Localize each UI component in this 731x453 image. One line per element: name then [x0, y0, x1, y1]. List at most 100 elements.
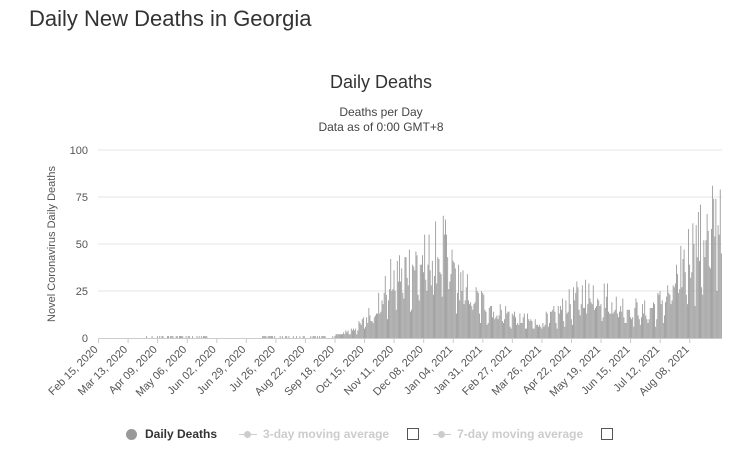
bar[interactable]	[415, 251, 417, 338]
bar[interactable]	[296, 336, 298, 338]
bar[interactable]	[649, 307, 651, 338]
bar[interactable]	[599, 306, 601, 338]
bar[interactable]	[670, 304, 672, 338]
bar[interactable]	[696, 257, 698, 338]
bar[interactable]	[365, 326, 366, 338]
bar[interactable]	[459, 300, 461, 338]
bar[interactable]	[440, 274, 442, 338]
bar[interactable]	[370, 321, 372, 338]
bar[interactable]	[349, 334, 351, 338]
bar[interactable]	[192, 336, 194, 338]
bar[interactable]	[546, 313, 548, 338]
bar[interactable]	[683, 249, 685, 338]
bar[interactable]	[713, 198, 715, 338]
bar[interactable]	[176, 336, 178, 338]
bar[interactable]	[353, 328, 354, 338]
bar[interactable]	[172, 336, 174, 338]
bar[interactable]	[622, 298, 624, 338]
bar[interactable]	[564, 326, 566, 338]
bar[interactable]	[388, 300, 389, 338]
bar[interactable]	[505, 306, 507, 338]
bar[interactable]	[354, 330, 356, 338]
bar[interactable]	[452, 260, 454, 338]
bar[interactable]	[608, 311, 610, 338]
bar[interactable]	[461, 291, 463, 338]
bar[interactable]	[482, 292, 484, 338]
bar[interactable]	[678, 292, 680, 338]
bar[interactable]	[572, 324, 573, 338]
bar[interactable]	[182, 336, 184, 338]
bar[interactable]	[623, 317, 625, 338]
bar[interactable]	[541, 328, 543, 338]
bar[interactable]	[373, 317, 375, 338]
bar[interactable]	[504, 319, 506, 338]
bar[interactable]	[465, 287, 467, 338]
bar[interactable]	[584, 307, 585, 338]
bar[interactable]	[551, 311, 553, 338]
bar[interactable]	[204, 336, 206, 338]
bar[interactable]	[604, 307, 606, 338]
bar[interactable]	[436, 283, 438, 338]
bar[interactable]	[322, 336, 324, 338]
bar[interactable]	[403, 298, 405, 338]
bar[interactable]	[198, 336, 200, 338]
bar[interactable]	[450, 274, 452, 338]
bar[interactable]	[420, 264, 422, 338]
bar[interactable]	[637, 315, 639, 338]
bar[interactable]	[146, 336, 148, 338]
bar[interactable]	[519, 313, 521, 338]
bar[interactable]	[151, 336, 153, 338]
bar[interactable]	[171, 336, 173, 338]
bar[interactable]	[542, 322, 544, 338]
bar[interactable]	[568, 289, 570, 338]
bar[interactable]	[596, 306, 597, 338]
bar[interactable]	[517, 322, 519, 338]
bar[interactable]	[426, 291, 428, 338]
legend-item-7-day-average[interactable]: 7-day moving average	[433, 427, 583, 441]
bar[interactable]	[435, 221, 437, 338]
bar[interactable]	[620, 306, 622, 338]
bar[interactable]	[586, 313, 588, 338]
bar[interactable]	[588, 283, 590, 338]
bar[interactable]	[478, 313, 480, 338]
bar[interactable]	[699, 260, 700, 338]
bar[interactable]	[427, 264, 429, 338]
bar[interactable]	[185, 336, 187, 338]
bar[interactable]	[507, 311, 509, 338]
bar[interactable]	[342, 334, 344, 338]
bar[interactable]	[319, 336, 321, 338]
bar[interactable]	[642, 304, 643, 338]
bar[interactable]	[335, 334, 337, 338]
bar[interactable]	[203, 336, 204, 338]
bar[interactable]	[362, 317, 364, 338]
bar[interactable]	[709, 268, 711, 338]
bar[interactable]	[635, 298, 637, 338]
bar[interactable]	[443, 234, 445, 338]
bar[interactable]	[615, 296, 617, 338]
bar[interactable]	[288, 336, 290, 338]
bar[interactable]	[389, 289, 391, 338]
bar[interactable]	[577, 287, 579, 338]
bar[interactable]	[412, 264, 414, 338]
legend-item-3-day-average[interactable]: 3-day moving average	[239, 427, 389, 441]
bar[interactable]	[310, 336, 312, 338]
bar[interactable]	[392, 289, 394, 338]
bar[interactable]	[469, 304, 470, 338]
bar[interactable]	[580, 304, 582, 338]
bar[interactable]	[351, 330, 353, 338]
bar[interactable]	[355, 328, 357, 338]
bar[interactable]	[346, 332, 348, 338]
bar[interactable]	[468, 300, 469, 338]
bar-series-daily-deaths[interactable]	[146, 185, 722, 338]
bar[interactable]	[395, 309, 397, 338]
bar[interactable]	[357, 330, 359, 338]
bar[interactable]	[671, 300, 673, 338]
bar[interactable]	[484, 309, 486, 338]
bar[interactable]	[717, 225, 719, 338]
bar[interactable]	[532, 328, 534, 338]
bar[interactable]	[337, 334, 339, 338]
bar[interactable]	[550, 311, 552, 338]
bar[interactable]	[512, 315, 514, 338]
bar[interactable]	[460, 272, 462, 338]
bar[interactable]	[666, 296, 668, 338]
